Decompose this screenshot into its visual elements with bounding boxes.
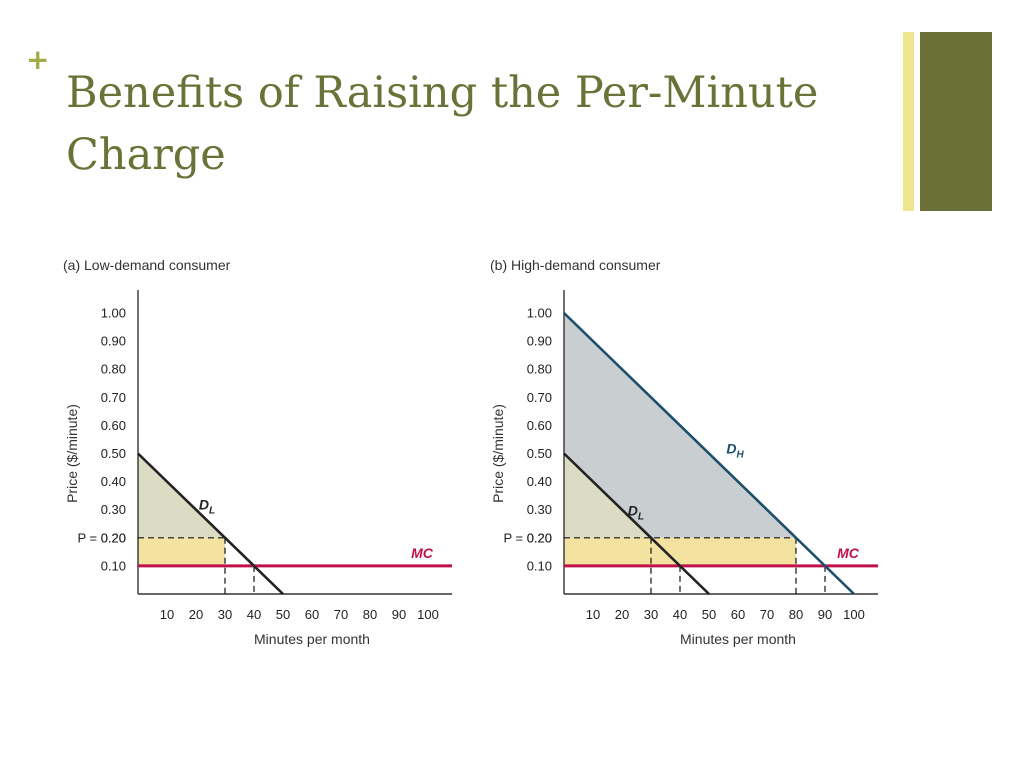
accent-bar-light [903, 32, 914, 211]
slide-title: Benefits of Raising the Per-Minute Charg… [66, 62, 886, 186]
demand-label-main: D [199, 497, 209, 513]
y-tick-label: 0.50 [101, 446, 126, 461]
profit-rectangle-area [564, 537, 796, 566]
x-tick-label: 100 [843, 607, 865, 622]
chart-panel-b: (b) High-demand consumer 1.00 0.90 0.80 0.70… [490, 257, 878, 647]
y-tick-label: 0.50 [527, 446, 552, 461]
x-tick-label: 30 [218, 607, 232, 622]
demand-curve-dl [137, 452, 284, 595]
y-tick-label: 0.30 [101, 502, 126, 517]
price-label: P = 0.20 [503, 530, 552, 545]
x-tick-label: 60 [731, 607, 745, 622]
demand-label-dh: DH [726, 441, 744, 461]
y-tick-label: 0.40 [101, 474, 126, 489]
demand-label-sub: H [737, 450, 745, 461]
y-tick-label: 0.80 [527, 362, 552, 377]
y-tick-label: 0.20 [101, 530, 126, 545]
y-tick-label: 1.00 [101, 306, 126, 321]
panel-title: (a) Low-demand consumer [63, 257, 231, 273]
x-tick-label: 50 [276, 607, 290, 622]
demand-label-dl: DL [199, 497, 215, 517]
chart-panel-a: (a) Low-demand consumer 1.00 0.90 0.80 0.70 0… [63, 257, 452, 647]
demand-curve-dh [563, 312, 855, 595]
y-tick-label: 0.10 [527, 558, 552, 573]
y-tick-label: 0.40 [527, 474, 552, 489]
x-tick-label: 20 [189, 607, 203, 622]
price-label: P = 0.20 [77, 530, 126, 545]
demand-label-dl: DL [628, 502, 644, 522]
slide-title-line2: Charge [66, 130, 226, 180]
y-tick-label: 1.00 [527, 306, 552, 321]
panel-title: (b) High-demand consumer [490, 257, 661, 273]
demand-label-sub: L [209, 506, 215, 517]
x-tick-label: 80 [789, 607, 803, 622]
bullet-plus-icon: + [26, 43, 50, 76]
x-tick-label: 60 [305, 607, 319, 622]
demand-label-main: D [726, 441, 736, 457]
y-tick-label: 0.90 [527, 334, 552, 349]
y-tick-label: 0.90 [101, 334, 126, 349]
x-axis-label: Minutes per month [680, 631, 796, 647]
demand-label-sub: L [638, 511, 644, 522]
y-tick-label: 0.70 [101, 390, 126, 405]
y-axis-label: Price ($/minute) [490, 404, 506, 503]
x-tick-label: 50 [702, 607, 716, 622]
x-tick-label: 20 [615, 607, 629, 622]
x-tick-label: 80 [363, 607, 377, 622]
slide-title-line1: Benefits of Raising the Per-Minute [66, 68, 819, 118]
x-tick-label: 30 [644, 607, 658, 622]
x-tick-label: 10 [586, 607, 600, 622]
accent-bar-dark [920, 32, 992, 211]
x-tick-label: 90 [392, 607, 406, 622]
x-tick-label: 70 [760, 607, 774, 622]
y-tick-label: 0.20 [527, 530, 552, 545]
x-axis-label: Minutes per month [254, 631, 370, 647]
mc-label: MC [411, 545, 434, 561]
y-tick-label: 0.10 [101, 558, 126, 573]
mc-label: MC [837, 545, 860, 561]
y-tick-label: 0.60 [527, 418, 552, 433]
y-tick-label: 0.70 [527, 390, 552, 405]
demand-label-main: D [628, 502, 638, 518]
y-tick-label: 0.60 [101, 418, 126, 433]
x-tick-label: 40 [247, 607, 261, 622]
x-tick-label: 10 [160, 607, 174, 622]
y-tick-label: 0.80 [101, 362, 126, 377]
demand-curve-dl [563, 452, 710, 595]
x-tick-label: 90 [818, 607, 832, 622]
y-tick-label: 0.30 [527, 502, 552, 517]
y-axis-label: Price ($/minute) [64, 404, 80, 503]
x-tick-label: 100 [417, 607, 439, 622]
profit-rectangle-area [138, 537, 225, 566]
x-tick-label: 40 [673, 607, 687, 622]
x-tick-label: 70 [334, 607, 348, 622]
